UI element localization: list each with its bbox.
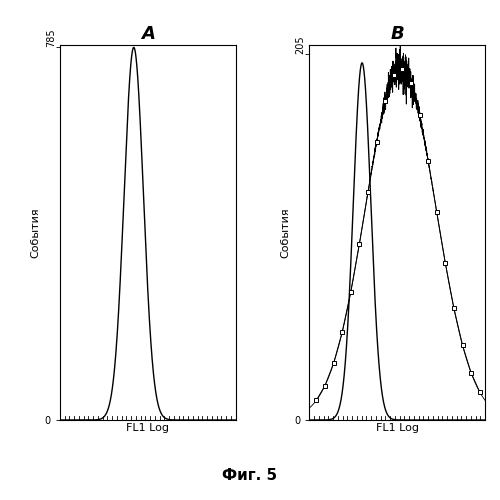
Title: B: B (390, 26, 404, 44)
X-axis label: FL1 Log: FL1 Log (376, 423, 418, 433)
Text: Фиг. 5: Фиг. 5 (222, 468, 278, 482)
X-axis label: FL1 Log: FL1 Log (126, 423, 170, 433)
Title: A: A (141, 26, 154, 44)
Y-axis label: События: События (30, 207, 40, 258)
Y-axis label: События: События (280, 207, 290, 258)
